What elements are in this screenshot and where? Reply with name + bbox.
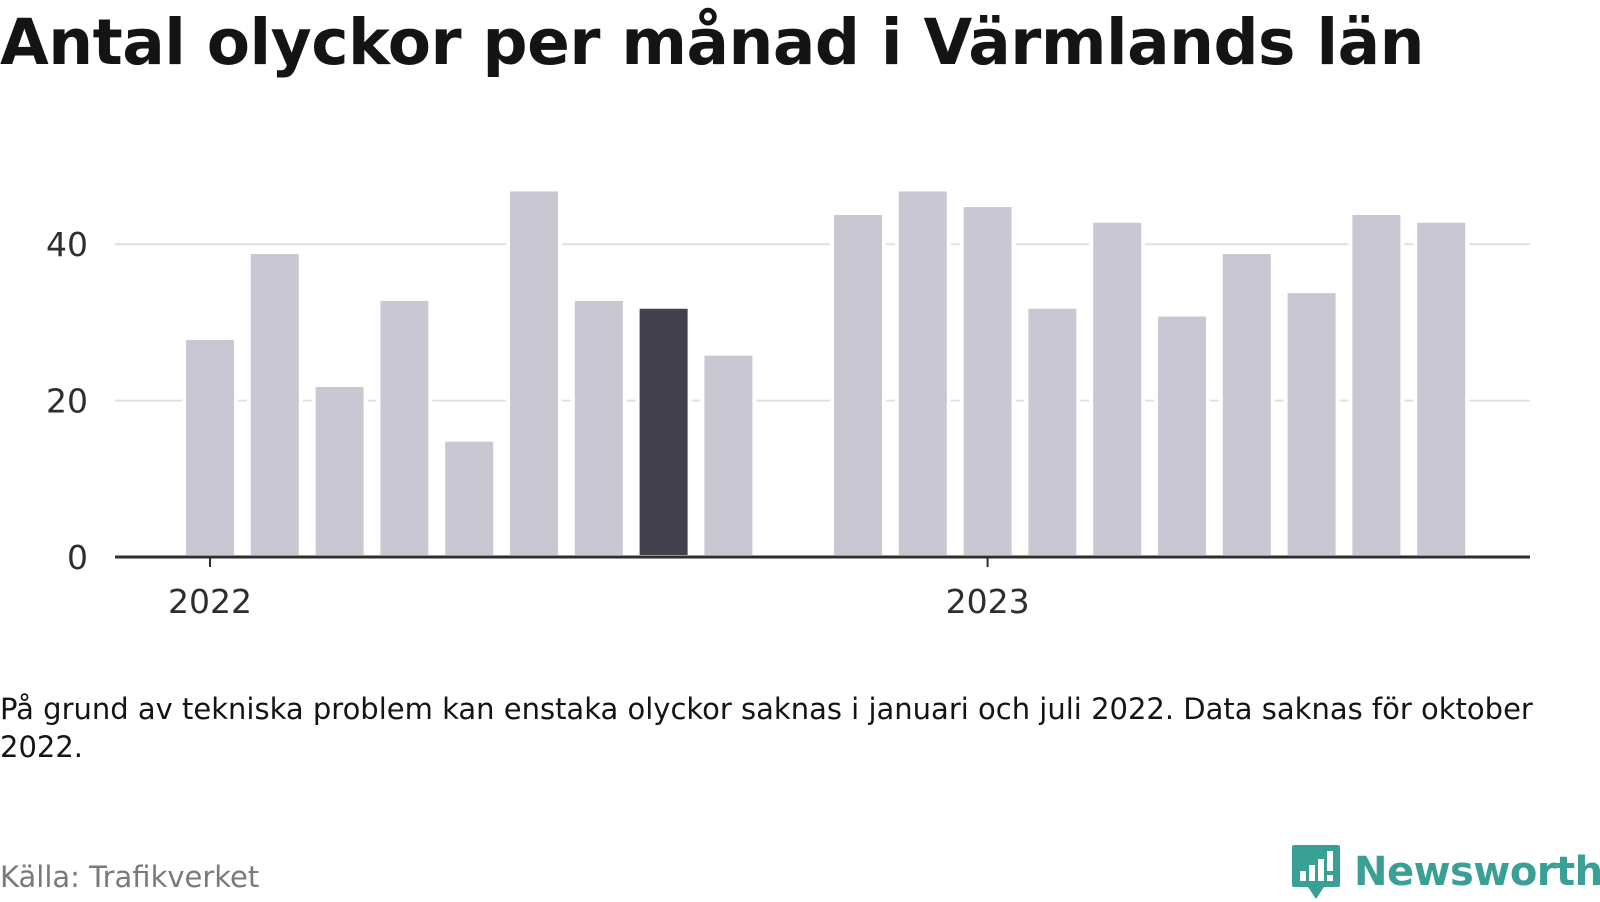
bar-2023-08 xyxy=(1413,218,1470,560)
x-tick-label: 2023 xyxy=(946,582,1030,621)
bar-2022-09 xyxy=(700,351,757,559)
chart-title: Antal olyckor per månad i Värmlands län xyxy=(0,6,1424,79)
source-text: Källa: Trafikverket xyxy=(0,860,260,894)
bar-2022-08 xyxy=(635,304,692,560)
bar-2023-05 xyxy=(1218,250,1275,560)
brand-name: Newsworthy xyxy=(1354,849,1600,895)
bar-2022-04 xyxy=(376,296,433,559)
brand-logo: Newsworthy xyxy=(1290,842,1600,902)
bar-2023-06 xyxy=(1283,289,1340,559)
bar-2023-02 xyxy=(1024,304,1081,560)
bars xyxy=(182,187,1470,560)
bar-2022-03 xyxy=(311,382,368,559)
bar-2023-01 xyxy=(959,203,1016,559)
x-tick-label: 2022 xyxy=(168,582,252,621)
bar-2023-04 xyxy=(1154,312,1210,559)
bar-2022-11 xyxy=(830,210,886,559)
bar-chart: 0 20 40 2022 2023 xyxy=(46,187,1530,621)
y-tick-label: 20 xyxy=(46,382,88,421)
bar-2022-06 xyxy=(506,187,562,560)
newsworthy-logo-icon xyxy=(1292,845,1340,899)
y-tick-label: 0 xyxy=(67,538,88,577)
footnote: På grund av tekniska problem kan enstaka… xyxy=(0,692,1533,764)
bar-2022-05 xyxy=(441,437,498,560)
bar-2022-02 xyxy=(246,250,303,560)
bar-2023-03 xyxy=(1089,218,1146,560)
y-axis: 0 20 40 xyxy=(46,225,88,577)
y-tick-label: 40 xyxy=(46,225,88,264)
bar-2022-01 xyxy=(182,336,238,560)
x-axis: 2022 2023 xyxy=(115,555,1530,621)
bar-2022-12 xyxy=(894,187,951,560)
bar-2023-07 xyxy=(1348,210,1405,559)
bar-2022-07 xyxy=(570,296,627,559)
